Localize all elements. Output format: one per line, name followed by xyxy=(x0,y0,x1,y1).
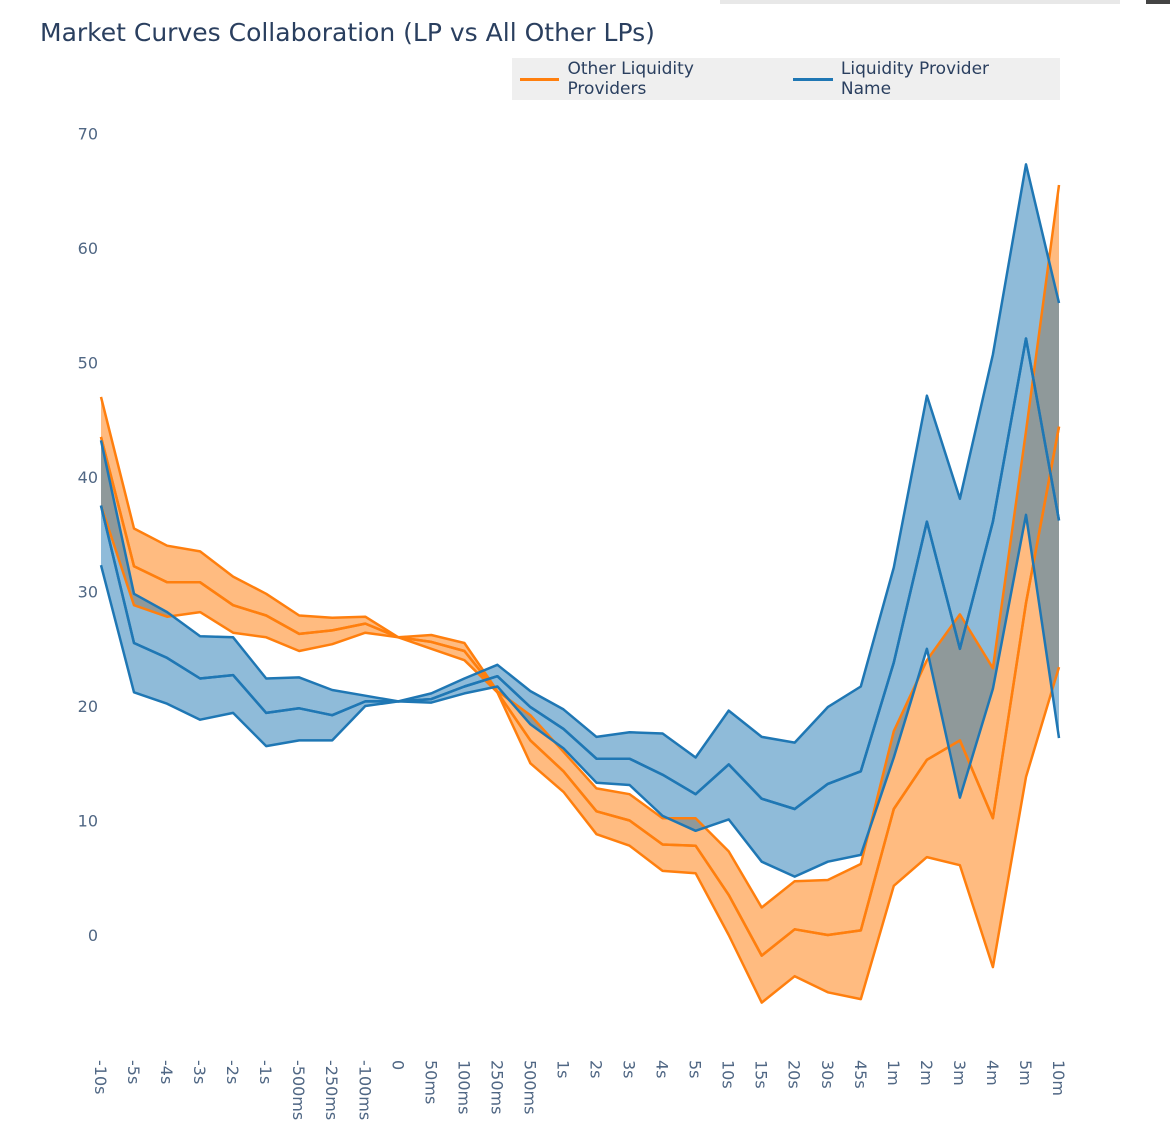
x-tick-label: 30s xyxy=(818,1060,837,1089)
series-line-0-0-upper xyxy=(99,184,1061,909)
series-line-0-0-lower xyxy=(99,505,1061,1004)
x-tick-label: 250ms xyxy=(487,1060,506,1114)
top-toolbar-edge xyxy=(720,0,1120,4)
x-tick-label: -100ms xyxy=(355,1060,374,1120)
series-line-1-0-lower xyxy=(99,513,1061,878)
series-lines xyxy=(99,163,1061,1004)
x-tick-label: -4s xyxy=(157,1060,176,1084)
top-toolbar-corner xyxy=(1146,0,1170,4)
x-tick-label: 45s xyxy=(851,1060,870,1089)
x-tick-label: 4m xyxy=(983,1060,1002,1086)
x-tick-label: -10s xyxy=(91,1060,110,1094)
legend-label-other-lps: Other Liquidity Providers xyxy=(567,59,694,99)
x-tick-label: -5s xyxy=(124,1060,143,1084)
x-tick-label: 10s xyxy=(719,1060,738,1089)
x-tick-label: 5m xyxy=(1016,1060,1035,1086)
x-tick-label: 20s xyxy=(785,1060,804,1089)
x-tick-label: -2s xyxy=(223,1060,242,1084)
x-tick-label: 10m xyxy=(1049,1060,1068,1096)
x-tick-label: 0 xyxy=(388,1060,407,1070)
x-tick-label: 500ms xyxy=(520,1060,539,1114)
band-area-1-0 xyxy=(101,164,1059,877)
x-tick-label: -500ms xyxy=(289,1060,308,1120)
legend-item-lp-name[interactable]: Liquidity Provider Name xyxy=(793,59,1042,99)
legend-swatch-other-lps xyxy=(520,77,560,81)
y-tick-label: 20 xyxy=(78,697,98,716)
chart-title: Market Curves Collaboration (LP vs All O… xyxy=(40,18,655,47)
legend: Other Liquidity Providers Liquidity Prov… xyxy=(512,58,1060,100)
x-tick-label: 1s xyxy=(553,1060,572,1079)
x-tick-label: -250ms xyxy=(322,1060,341,1120)
x-tick-label: 3m xyxy=(950,1060,969,1086)
legend-label-lp-name: Liquidity Provider Name xyxy=(840,59,990,99)
y-tick-label: 40 xyxy=(78,468,98,487)
y-axis-ticks: 0 10 20 30 40 50 60 70 xyxy=(78,125,98,946)
x-tick-label: 3s xyxy=(620,1060,639,1079)
series-line-1-0-upper xyxy=(99,163,1061,759)
x-tick-label: -3s xyxy=(190,1060,209,1084)
x-tick-label: 100ms xyxy=(454,1060,473,1114)
y-tick-label: 30 xyxy=(78,583,98,602)
x-tick-label: 5s xyxy=(686,1060,705,1079)
x-tick-label: 2s xyxy=(587,1060,606,1079)
x-tick-label: 50ms xyxy=(421,1060,440,1104)
x-tick-label: 4s xyxy=(653,1060,672,1079)
x-axis-ticks: -10s -5s -4s -3s -2s -1s -500ms -250ms -100ms 0 50… xyxy=(91,1060,1068,1120)
y-tick-label: 50 xyxy=(78,354,98,373)
y-tick-label: 60 xyxy=(78,239,98,258)
series-line-1-1-lower xyxy=(99,337,1061,811)
legend-swatch-lp-name xyxy=(793,77,833,81)
x-tick-label: -1s xyxy=(256,1060,275,1084)
band-areas xyxy=(101,164,1059,1003)
y-tick-label: 0 xyxy=(88,926,98,945)
x-tick-label: 1m xyxy=(884,1060,903,1086)
series-line-0-1-lower xyxy=(99,426,1061,957)
x-tick-label: 15s xyxy=(752,1060,771,1089)
y-tick-label: 10 xyxy=(78,812,98,831)
legend-item-other-lps[interactable]: Other Liquidity Providers xyxy=(520,59,775,99)
y-tick-label: 70 xyxy=(78,125,98,144)
x-tick-label: 2m xyxy=(917,1060,936,1086)
